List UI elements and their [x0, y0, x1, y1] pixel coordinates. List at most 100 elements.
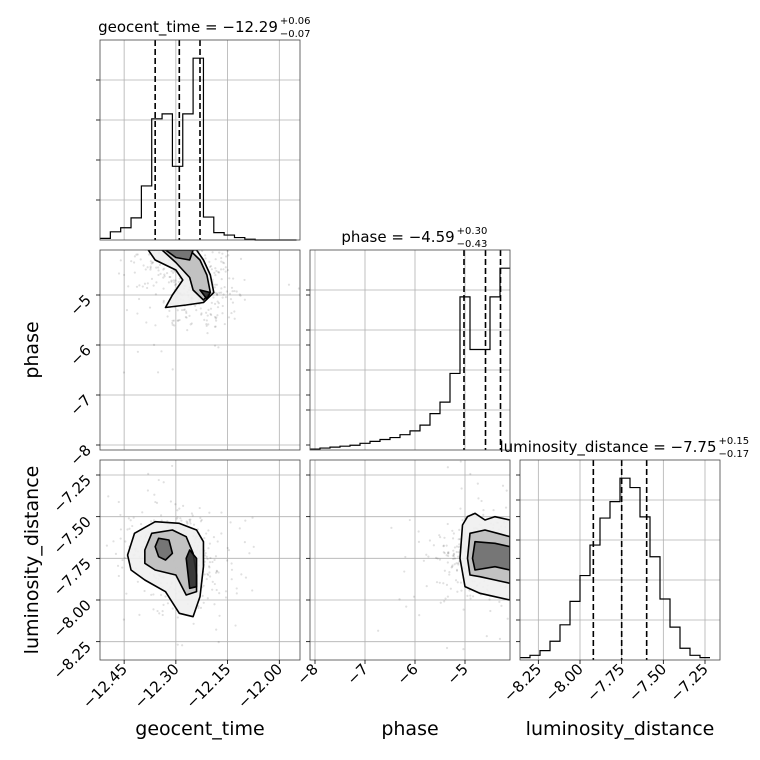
scatter-point: [152, 593, 155, 596]
scatter-point: [172, 271, 175, 274]
scatter-point: [444, 597, 447, 600]
scatter-point: [174, 503, 177, 506]
scatter-point: [119, 537, 122, 540]
scatter-point: [457, 545, 460, 549]
scatter-point: [214, 283, 217, 286]
scatter-point: [458, 528, 461, 531]
scatter-point: [205, 324, 208, 327]
scatter-point: [203, 573, 206, 576]
scatter-point: [205, 577, 208, 581]
scatter-point: [443, 536, 446, 539]
scatter-point: [438, 558, 442, 561]
scatter-point: [163, 275, 166, 278]
scatter-point: [224, 296, 228, 299]
scatter-point: [233, 310, 236, 313]
density-geocent_time-phase: [147, 250, 215, 309]
scatter-point: [225, 255, 228, 258]
scatter-point: [210, 313, 213, 317]
scatter-point: [220, 256, 223, 260]
title-plus-geocent_time: +0.06: [280, 16, 311, 27]
scatter-point: [404, 555, 407, 559]
scatter-point: [167, 281, 170, 284]
contour-level-3: [185, 549, 198, 590]
scatter-point: [500, 604, 503, 607]
scatter-point: [451, 537, 455, 540]
scatter-point: [160, 519, 163, 522]
scatter-point: [166, 315, 169, 318]
scatter-point: [136, 580, 139, 583]
scatter-point: [208, 571, 211, 574]
scatter-point: [412, 595, 416, 598]
scatter-point: [251, 589, 254, 592]
scatter-point: [200, 313, 203, 316]
scatter-point: [186, 329, 189, 332]
scatter-point: [154, 293, 158, 296]
scatter-point: [148, 306, 152, 309]
scatter-point: [170, 280, 173, 283]
scatter-point: [171, 323, 174, 326]
scatter-point: [492, 509, 495, 512]
scatter-point: [452, 552, 456, 555]
scatter-point: [216, 300, 219, 303]
scatter-point: [213, 271, 216, 274]
scatter-point: [189, 518, 192, 521]
x-axis-label-geocent_time: geocent_time: [135, 718, 264, 740]
scatter-point: [202, 584, 205, 587]
scatter-point: [177, 280, 180, 284]
y-axis-label-luminosity_distance: luminosity_distance: [21, 466, 43, 655]
scatter-point: [220, 291, 223, 294]
scatter-point: [176, 319, 179, 322]
density-phase-luminosity_distance: [459, 512, 510, 601]
scatter-point: [144, 268, 147, 271]
scatter-point: [442, 544, 445, 548]
title-geocent_time: geocent_time = −12.29: [98, 18, 278, 37]
scatter-point: [121, 558, 124, 562]
scatter-point: [417, 530, 420, 533]
scatter-point: [116, 564, 120, 567]
scatter-point: [498, 637, 502, 640]
scatter-point: [213, 558, 216, 562]
scatter-point: [204, 257, 207, 260]
scatter-point: [159, 272, 162, 275]
scatter-point: [202, 601, 205, 604]
scatter-point: [238, 527, 241, 530]
scatter-point: [418, 614, 421, 617]
scatter-point: [138, 613, 141, 616]
scatter-point: [221, 252, 224, 255]
scatter-point: [205, 311, 208, 314]
scatter-point: [213, 286, 216, 289]
scatter-point: [206, 572, 209, 576]
scatter-point: [149, 266, 152, 270]
scatter-point: [190, 512, 193, 515]
scatter-point: [215, 570, 219, 573]
scatter-point: [215, 269, 218, 273]
scatter-point: [182, 308, 185, 312]
scatter-point: [243, 541, 246, 544]
scatter-point: [206, 557, 209, 561]
scatter-point: [132, 516, 135, 519]
scatter-point: [422, 559, 425, 562]
scatter-point: [122, 371, 126, 374]
scatter-point: [162, 299, 165, 302]
scatter-point: [477, 497, 480, 500]
scatter-point: [234, 624, 237, 627]
scatter-point: [215, 319, 218, 322]
scatter-point: [203, 536, 206, 540]
scatter-point: [210, 301, 213, 304]
title-plus-luminosity_distance: +0.15: [719, 436, 750, 447]
scatter-point: [133, 255, 136, 258]
scatter-point: [161, 610, 164, 613]
scatter-point: [209, 265, 212, 268]
scatter-point: [482, 509, 485, 512]
scatter-point: [232, 277, 235, 280]
scatter-point: [226, 546, 229, 550]
scatter-point: [139, 522, 143, 526]
scatter-point: [210, 268, 214, 271]
scatter-point: [224, 266, 227, 269]
scatter-point: [248, 552, 251, 555]
scatter-point: [451, 565, 454, 568]
scatter-point: [162, 603, 165, 606]
scatter-point: [189, 323, 192, 326]
